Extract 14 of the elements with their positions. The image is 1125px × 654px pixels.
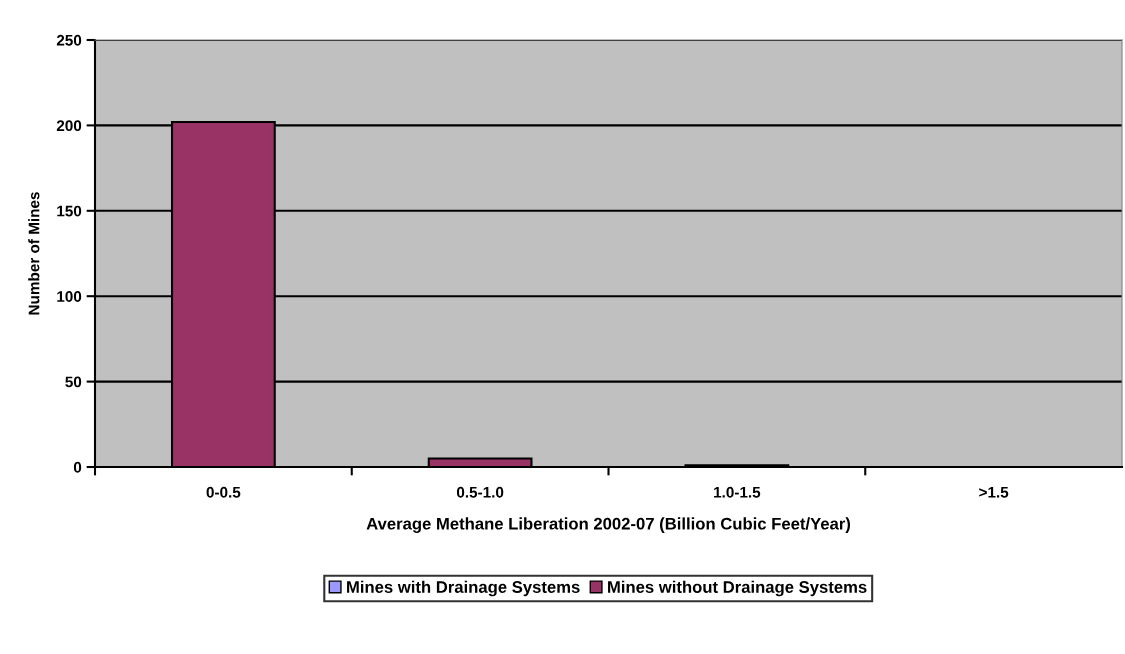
y-tick-label: 100 [57,291,82,302]
x-tick-label: 0.5-1.0 [456,486,504,498]
y-tick-label: 250 [56,34,82,46]
legend-label: Mines with Drainage Systems [347,580,580,597]
legend-label: Mines without Drainage Systems [608,580,867,597]
y-tick-label: 50 [65,376,82,388]
y-tick-label: 200 [56,120,82,132]
x-tick-label: 0-0.5 [206,486,241,498]
x-tick-label: 1.0-1.5 [714,486,761,498]
x-axis-title: Average Methane Liberation 2002-07 (Billion Cubic Feet/Year) [366,517,851,533]
x-tick-label: >1.5 [979,487,1009,498]
y-tick-label: 0 [73,461,82,473]
y-tick-label: 150 [57,205,82,217]
y-axis-title: Number of Mines [28,192,40,315]
